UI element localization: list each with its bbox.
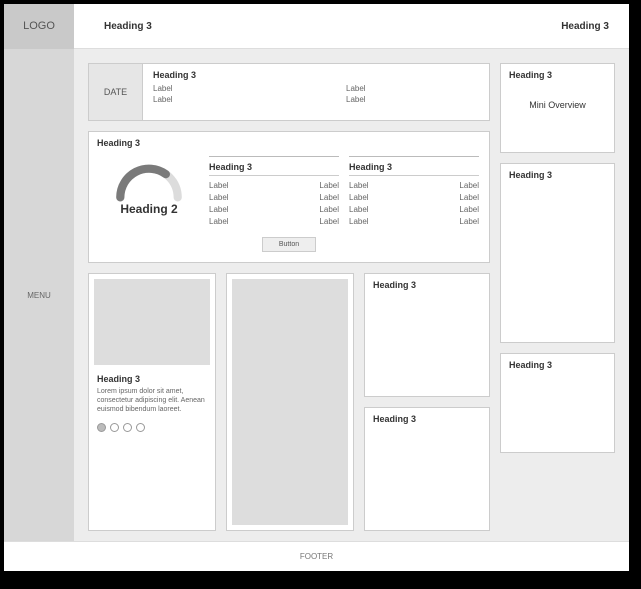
header-right-heading: Heading 3 <box>561 21 609 32</box>
list-row: Label Label <box>209 179 339 191</box>
carousel-dot[interactable] <box>136 423 145 432</box>
list-a-title: Heading 3 <box>209 159 339 176</box>
right-panel-1-title: Heading 3 <box>509 70 606 80</box>
topbar: LOGO Heading 3 Heading 3 <box>4 4 629 49</box>
right-column: Heading 3 Mini Overview Heading 3 Headin… <box>500 63 615 531</box>
date-box: DATE <box>89 64 143 120</box>
image-placeholder <box>232 279 348 525</box>
top-panel-labels: Label Label Label Label <box>153 84 479 104</box>
label: Label <box>459 205 479 214</box>
top-panel-body: Heading 3 Label Label Label Label <box>143 64 489 120</box>
list-col-a: Heading 3 LabelLabelLabelLabelLabelLabel… <box>209 156 339 227</box>
label: Label <box>209 205 229 214</box>
label: Label <box>459 181 479 190</box>
label: Label <box>346 95 479 104</box>
stack-b-title: Heading 3 <box>373 414 481 424</box>
list-row: Label Label <box>209 203 339 215</box>
top-panel-title: Heading 3 <box>153 70 479 81</box>
carousel-text: Heading 3 Lorem ipsum dolor sit amet, co… <box>89 370 215 418</box>
top-panel: DATE Heading 3 Label Label Label Label <box>88 63 490 121</box>
list-row: Label Label <box>209 191 339 203</box>
label: Label <box>209 193 229 202</box>
label: Label <box>459 217 479 226</box>
gauge-row: Heading 2 Heading 3 LabelLabelLabelLabel… <box>89 150 489 231</box>
label: Label <box>319 217 339 226</box>
label: Label <box>319 205 339 214</box>
gauge: Heading 2 <box>99 156 199 216</box>
footer: FOOTER <box>4 541 629 571</box>
carousel-dot[interactable] <box>110 423 119 432</box>
carousel-dot[interactable] <box>97 423 106 432</box>
carousel-dot[interactable] <box>123 423 132 432</box>
label: Label <box>209 217 229 226</box>
carousel-card: Heading 3 Lorem ipsum dolor sit amet, co… <box>88 273 216 531</box>
label: Label <box>153 95 286 104</box>
stack-column: Heading 3 Heading 3 <box>364 273 490 531</box>
list-row: Label Label <box>349 203 479 215</box>
content: DATE Heading 3 Label Label Label Label H… <box>74 49 629 541</box>
list-col-b: Heading 3 LabelLabelLabelLabelLabelLabel… <box>349 156 479 227</box>
label: Label <box>319 193 339 202</box>
body: MENU DATE Heading 3 Label Label Label La… <box>4 49 629 541</box>
stack-panel-b: Heading 3 <box>364 407 490 531</box>
header-left-heading: Heading 3 <box>104 21 152 32</box>
right-panel-1: Heading 3 Mini Overview <box>500 63 615 153</box>
sidebar[interactable]: MENU <box>4 49 74 541</box>
carousel-body: Lorem ipsum dolor sit amet, consectetur … <box>97 387 207 414</box>
right-panel-3: Heading 3 <box>500 353 615 453</box>
label: Label <box>349 205 369 214</box>
label: Label <box>459 193 479 202</box>
carousel-dots <box>89 418 215 440</box>
gauge-label: Heading 2 <box>120 202 177 216</box>
button-row: Button <box>89 237 489 252</box>
label: Label <box>349 181 369 190</box>
sidebar-menu-label: MENU <box>27 291 51 300</box>
bottom-row: Heading 3 Lorem ipsum dolor sit amet, co… <box>88 273 490 531</box>
label: Label <box>153 84 286 93</box>
carousel-title: Heading 3 <box>97 374 207 384</box>
label: Label <box>349 217 369 226</box>
list-b-title: Heading 3 <box>349 159 479 176</box>
list-row: Label Label <box>349 215 479 227</box>
stack-a-title: Heading 3 <box>373 280 481 290</box>
image-card <box>226 273 354 531</box>
action-button[interactable]: Button <box>262 237 316 252</box>
logo: LOGO <box>4 4 74 49</box>
list-row: Label Label <box>209 215 339 227</box>
label: Label <box>209 181 229 190</box>
right-panel-3-title: Heading 3 <box>509 360 606 370</box>
right-panel-1-sub: Mini Overview <box>509 100 606 110</box>
right-panel-2-title: Heading 3 <box>509 170 606 180</box>
label: Label <box>349 193 369 202</box>
label: Label <box>319 181 339 190</box>
list-row: Label Label <box>349 191 479 203</box>
list-row: Label Label <box>349 179 479 191</box>
label: Label <box>346 84 479 93</box>
image-placeholder <box>94 279 210 365</box>
gauge-panel: Heading 3 Heading 2 Heading 3 LabelLabel… <box>88 131 490 263</box>
stack-panel-a: Heading 3 <box>364 273 490 397</box>
app-frame: LOGO Heading 3 Heading 3 MENU DATE Headi… <box>4 4 629 571</box>
gauge-panel-title: Heading 3 <box>89 132 489 150</box>
gauge-icon <box>108 156 190 206</box>
right-panel-2: Heading 3 <box>500 163 615 343</box>
main-column: DATE Heading 3 Label Label Label Label H… <box>88 63 490 531</box>
